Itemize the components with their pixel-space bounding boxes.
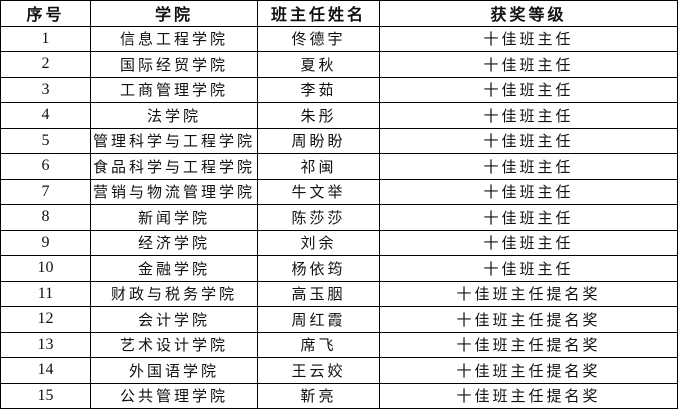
header-award-level: 获奖等级: [379, 0, 678, 27]
row-teacher-name: 祁闽: [257, 153, 380, 180]
row-award-level: 十佳班主任提名奖: [379, 382, 678, 409]
row-teacher-name: 李茹: [257, 76, 380, 103]
row-index: 9: [0, 229, 91, 256]
row-award-level: 十佳班主任提名奖: [379, 357, 678, 384]
row-award-level: 十佳班主任: [379, 102, 678, 129]
row-award-level: 十佳班主任: [379, 127, 678, 154]
row-index: 14: [0, 357, 91, 384]
row-teacher-name: 周红霞: [257, 306, 380, 333]
table-row: 15 公共管理学院 靳亮 十佳班主任提名奖: [0, 382, 678, 409]
table-row: 11 财政与税务学院 高玉胭 十佳班主任提名奖: [0, 280, 678, 307]
row-college: 经济学院: [90, 229, 258, 256]
row-college: 外国语学院: [90, 357, 258, 384]
row-award-level: 十佳班主任提名奖: [379, 306, 678, 333]
table-row: 2 国际经贸学院 夏秋 十佳班主任: [0, 51, 678, 78]
row-college: 工商管理学院: [90, 76, 258, 103]
row-college: 管理科学与工程学院: [90, 127, 258, 154]
table-row: 13 艺术设计学院 席飞 十佳班主任提名奖: [0, 331, 678, 358]
row-award-level: 十佳班主任: [379, 204, 678, 231]
row-teacher-name: 周盼盼: [257, 127, 380, 154]
table-row: 3 工商管理学院 李茹 十佳班主任: [0, 76, 678, 103]
table-row: 10 金融学院 杨依筠 十佳班主任: [0, 255, 678, 282]
row-award-level: 十佳班主任: [379, 76, 678, 103]
header-row: 序号 学院 班主任姓名 获奖等级: [0, 0, 678, 27]
row-award-level: 十佳班主任提名奖: [379, 280, 678, 307]
row-college: 食品科学与工程学院: [90, 153, 258, 180]
row-index: 15: [0, 382, 91, 409]
row-index: 2: [0, 51, 91, 78]
row-teacher-name: 夏秋: [257, 51, 380, 78]
header-college: 学院: [90, 0, 258, 27]
row-college: 营销与物流管理学院: [90, 178, 258, 205]
row-index: 12: [0, 306, 91, 333]
table-row: 8 新闻学院 陈莎莎 十佳班主任: [0, 204, 678, 231]
row-teacher-name: 高玉胭: [257, 280, 380, 307]
row-index: 8: [0, 204, 91, 231]
header-index: 序号: [0, 0, 91, 27]
row-college: 国际经贸学院: [90, 51, 258, 78]
row-index: 4: [0, 102, 91, 129]
row-award-level: 十佳班主任: [379, 255, 678, 282]
row-index: 7: [0, 178, 91, 205]
row-award-level: 十佳班主任: [379, 153, 678, 180]
row-teacher-name: 杨依筠: [257, 255, 380, 282]
row-college: 法学院: [90, 102, 258, 129]
row-index: 3: [0, 76, 91, 103]
row-award-level: 十佳班主任: [379, 25, 678, 52]
row-college: 财政与税务学院: [90, 280, 258, 307]
row-index: 5: [0, 127, 91, 154]
row-award-level: 十佳班主任提名奖: [379, 331, 678, 358]
row-teacher-name: 牛文举: [257, 178, 380, 205]
table-row: 5 管理科学与工程学院 周盼盼 十佳班主任: [0, 127, 678, 154]
row-index: 11: [0, 280, 91, 307]
row-index: 1: [0, 25, 91, 52]
row-college: 公共管理学院: [90, 382, 258, 409]
row-award-level: 十佳班主任: [379, 178, 678, 205]
table-row: 12 会计学院 周红霞 十佳班主任提名奖: [0, 306, 678, 333]
row-award-level: 十佳班主任: [379, 229, 678, 256]
row-index: 6: [0, 153, 91, 180]
row-index: 10: [0, 255, 91, 282]
row-college: 金融学院: [90, 255, 258, 282]
row-teacher-name: 靳亮: [257, 382, 380, 409]
row-teacher-name: 王云姣: [257, 357, 380, 384]
row-college: 艺术设计学院: [90, 331, 258, 358]
row-teacher-name: 朱彤: [257, 102, 380, 129]
row-index: 13: [0, 331, 91, 358]
table-row: 6 食品科学与工程学院 祁闽 十佳班主任: [0, 153, 678, 180]
row-college: 会计学院: [90, 306, 258, 333]
table-row: 14 外国语学院 王云姣 十佳班主任提名奖: [0, 357, 678, 384]
row-teacher-name: 佟德宇: [257, 25, 380, 52]
row-college: 信息工程学院: [90, 25, 258, 52]
row-teacher-name: 席飞: [257, 331, 380, 358]
table-row: 1 信息工程学院 佟德宇 十佳班主任: [0, 25, 678, 52]
row-award-level: 十佳班主任: [379, 51, 678, 78]
header-teacher-name: 班主任姓名: [257, 0, 380, 27]
row-teacher-name: 陈莎莎: [257, 204, 380, 231]
row-teacher-name: 刘余: [257, 229, 380, 256]
row-college: 新闻学院: [90, 204, 258, 231]
table-row: 7 营销与物流管理学院 牛文举 十佳班主任: [0, 178, 678, 205]
table-row: 4 法学院 朱彤 十佳班主任: [0, 102, 678, 129]
table-row: 9 经济学院 刘余 十佳班主任: [0, 229, 678, 256]
